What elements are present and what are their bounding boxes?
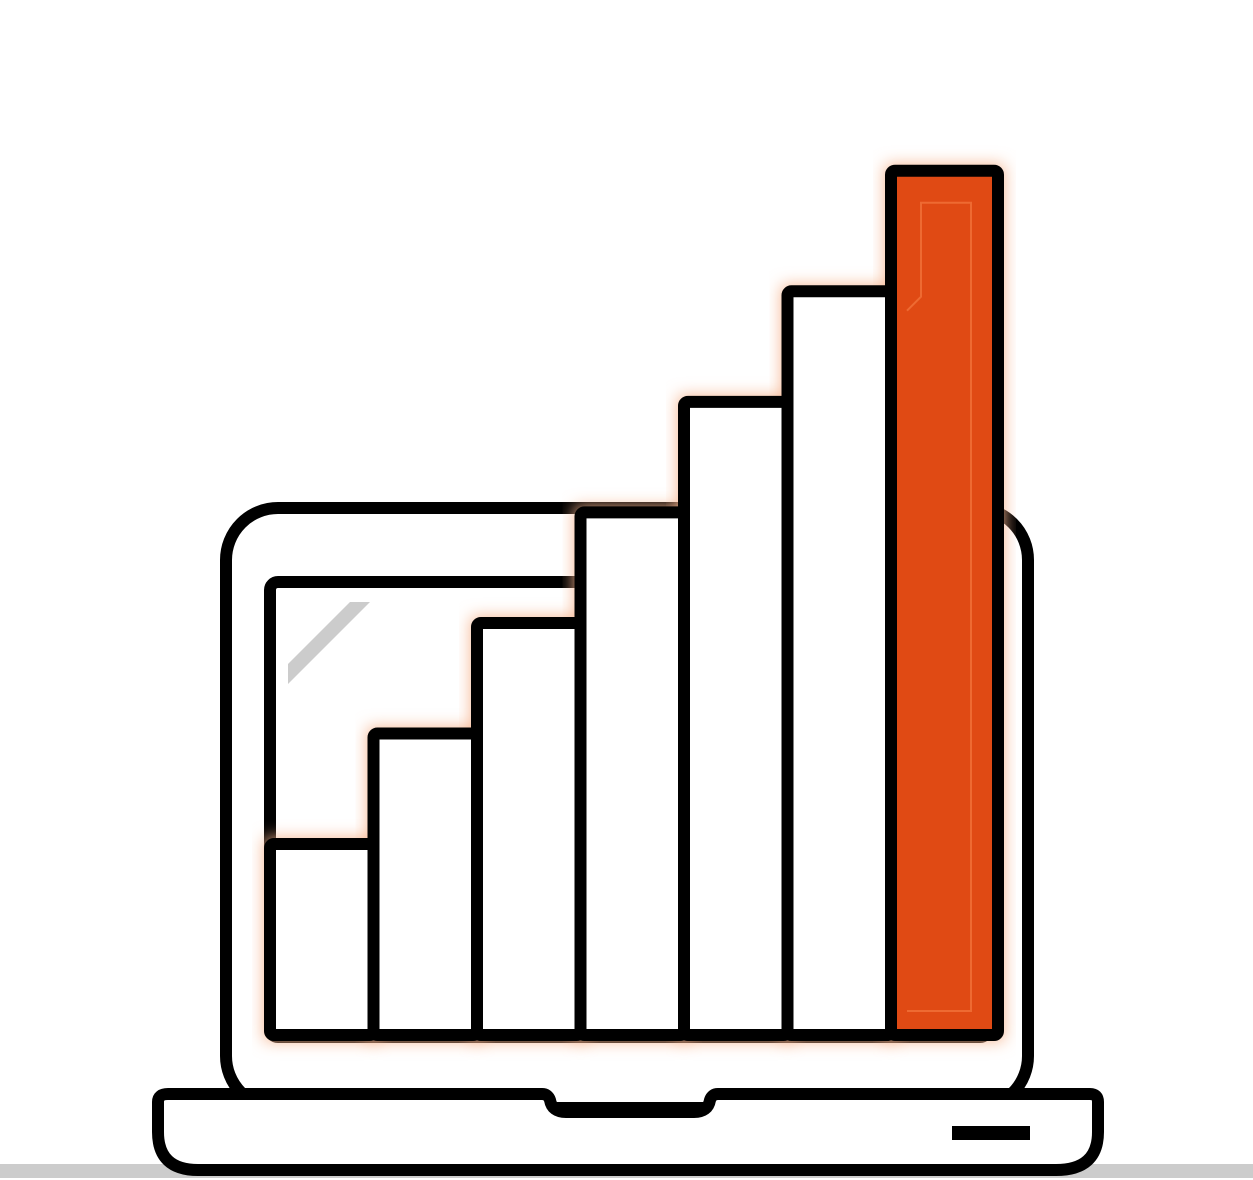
laptop-base <box>152 1088 1104 1176</box>
bar-4 <box>574 506 690 1041</box>
bar-2 <box>367 727 483 1041</box>
screen-glare <box>288 602 370 684</box>
power-indicator <box>952 1126 1030 1140</box>
bar-3 <box>471 616 587 1041</box>
bar-1 <box>264 838 380 1041</box>
bar-6 <box>781 285 897 1041</box>
bar-5 <box>678 395 794 1042</box>
bar-highlight-sheen <box>906 201 972 1012</box>
bar-highlighted <box>885 164 1004 1041</box>
bar-chart <box>264 164 1004 1042</box>
